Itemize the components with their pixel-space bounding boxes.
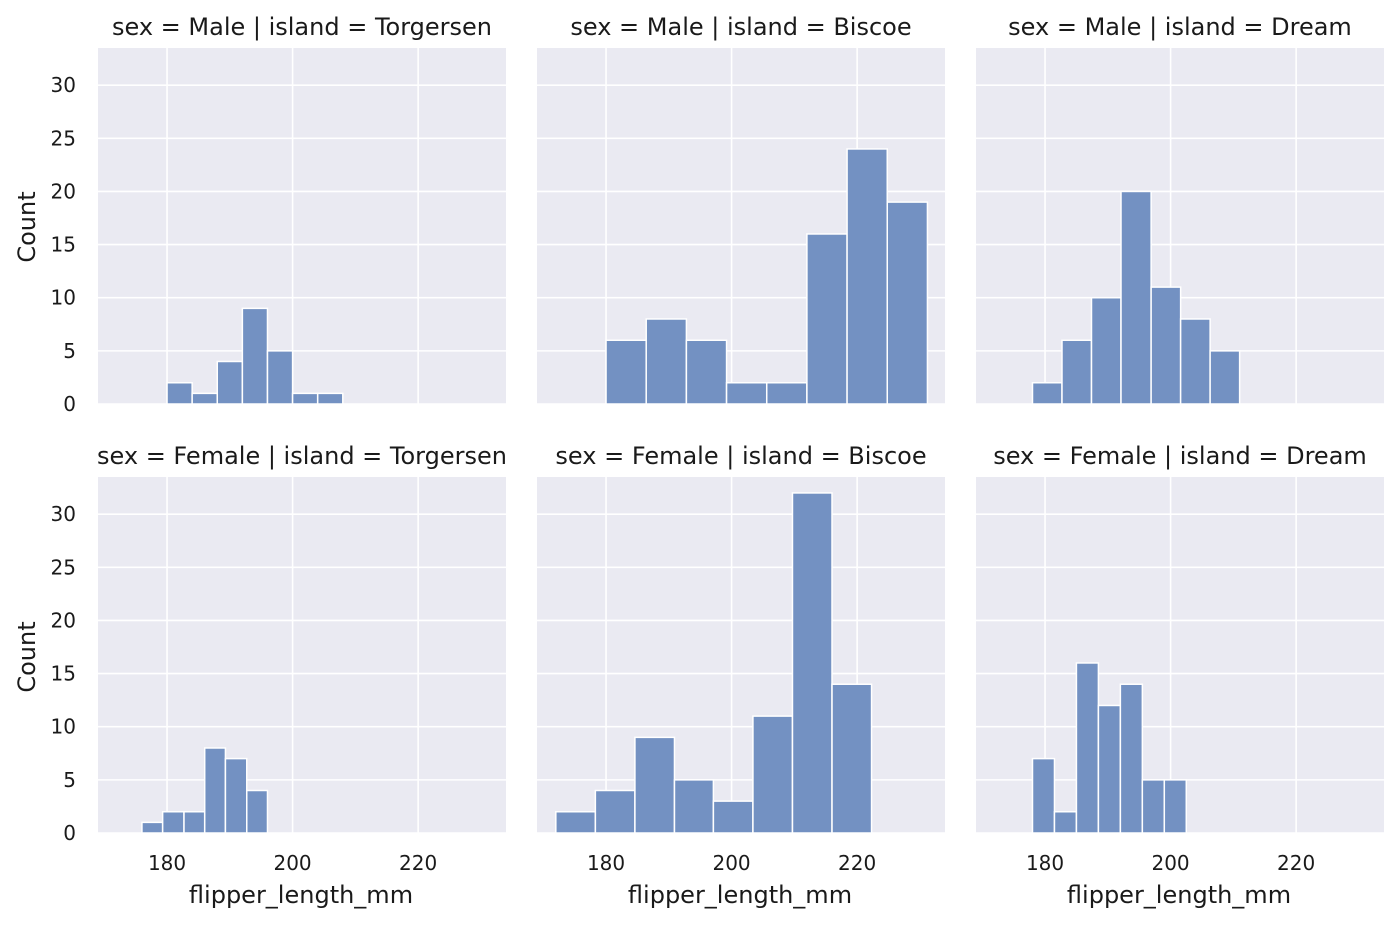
y-tick-label: 5 [63,768,76,792]
histogram-bar [224,757,248,834]
histogram-bar [316,392,344,405]
histogram-bar [291,392,319,405]
panel-male-dream: sex = Male | island = Dream [976,13,1384,405]
x-axis-label-left: flipper_length_mm [189,881,413,909]
histogram-bar [1053,810,1078,834]
histogram-bar [1061,339,1093,405]
y-tick-label: 25 [51,126,76,150]
histogram-bar [846,148,889,405]
x-tick-label: 220 [399,851,437,875]
histogram-bar [246,789,269,834]
panel-title: sex = Female | island = Dream [993,442,1367,470]
histogram-bar [831,683,873,834]
x-axis-label-middle: flipper_length_mm [628,881,852,909]
panel-title: sex = Male | island = Biscoe [570,13,911,41]
y-axis-label-top: Count [13,191,41,262]
x-tick-label: 200 [712,851,750,875]
y-tick-label: 10 [51,715,76,739]
y-tick-label: 10 [51,286,76,310]
histogram-bar [1031,381,1063,405]
histogram-bar [725,381,768,405]
histogram-bar [1209,350,1241,405]
y-tick-label: 30 [51,73,76,97]
y-tick-label: 25 [51,555,76,579]
histogram-bar [166,381,193,405]
y-tick-label: 30 [51,502,76,526]
panel-title: sex = Male | island = Torgersen [112,13,492,41]
x-tick-label: 180 [587,851,625,875]
histogram-bar [191,392,219,405]
histogram-bar [791,492,833,834]
histogram-bar [605,339,647,405]
histogram-bar [886,201,929,405]
histogram-bar [645,318,688,405]
histogram-bar [161,810,185,834]
y-tick-label: 15 [51,233,76,257]
x-tick-label: 220 [1277,851,1315,875]
histogram-bar [1119,683,1144,834]
histogram-bar [673,779,715,834]
panel-female-dream: sex = Female | island = Dream 180 200 220 [976,442,1384,875]
histogram-bar [216,360,244,405]
panel-male-torgersen: sex = Male | island = Torgersen 0 5 10 15 20… [51,13,506,416]
x-tick-label: 200 [1151,851,1189,875]
panel-female-torgersen: sex = Female | island = Torgersen 0 5 10 15… [51,442,507,875]
plot-background [98,477,506,833]
histogram-bar [555,810,597,834]
histogram-bar [203,747,227,834]
y-tick-label: 20 [51,179,76,203]
histogram-bar [241,307,269,405]
y-tick-label: 5 [63,339,76,363]
x-tick-label: 200 [273,851,311,875]
histogram-bar [183,810,206,834]
histogram-bar [1075,662,1100,834]
histogram-bar [1031,757,1056,834]
histogram-bar [141,821,164,834]
y-axis-label-bottom: Count [13,621,41,692]
plot-background [98,48,506,404]
panel-title: sex = Female | island = Torgersen [97,442,507,470]
x-axis-label-right: flipper_length_mm [1067,881,1291,909]
histogram-bar [806,233,848,405]
x-tick-label: 180 [148,851,186,875]
histogram-bar [712,800,754,834]
histogram-bar [685,339,728,405]
x-tick-label: 220 [838,851,876,875]
histogram-bar [1150,286,1182,405]
histogram-bar [765,381,808,405]
histogram-bar [1090,296,1122,405]
histogram-bar [634,736,676,834]
histogram-bar [266,350,294,405]
y-tick-label: 0 [63,392,76,416]
panel-title: sex = Male | island = Dream [1008,13,1352,41]
panel-male-biscoe: sex = Male | island = Biscoe [537,13,945,405]
histogram-bar [1097,704,1122,834]
histogram-bar [1141,779,1166,834]
y-tick-label: 15 [51,662,76,686]
plot-background [537,477,945,833]
panel-female-biscoe: sex = Female | island = Biscoe 180 200 220 [537,442,945,875]
y-tick-label: 0 [63,821,76,845]
histogram-bar [752,715,794,834]
panel-title: sex = Female | island = Biscoe [555,442,926,470]
histogram-bar [594,789,636,834]
x-tick-label: 180 [1026,851,1064,875]
histogram-bar [1179,318,1211,405]
histogram-bar [1163,779,1188,834]
y-tick-label: 20 [51,608,76,632]
histogram-bar [1120,190,1152,405]
